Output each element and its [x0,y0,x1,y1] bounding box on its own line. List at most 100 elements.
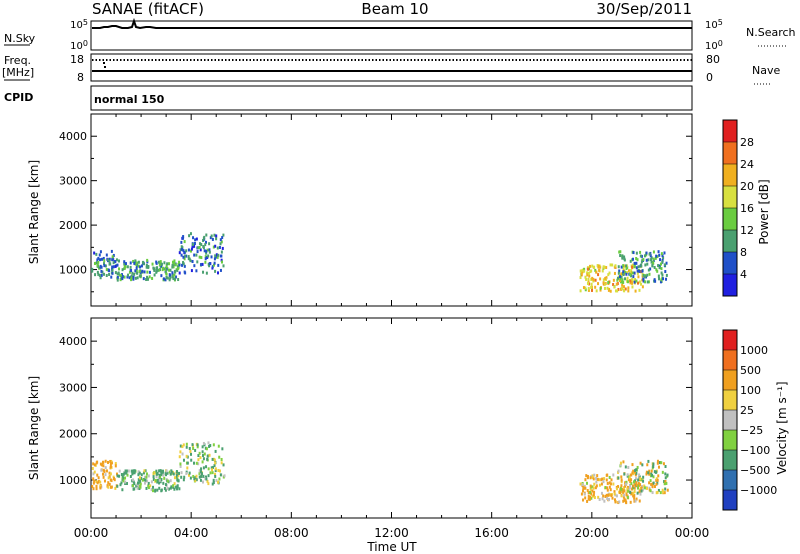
power-cell [654,256,657,260]
velocity-cell [617,469,620,473]
power-cell [218,245,221,249]
velocity-cell [586,476,589,480]
velocity-cell [628,476,631,480]
velocity-cell [201,445,204,449]
power-cell [191,243,194,247]
velocity-cell [582,498,585,502]
nsky-trace [92,17,692,30]
power-cell [587,287,590,291]
power-cell [214,244,217,248]
velocity-cell [114,462,117,466]
power-cell [624,270,627,274]
power-cell [93,251,96,255]
power-cell [640,282,643,286]
velocity-cell [614,500,617,504]
power-cell [630,278,633,282]
velocity-cell [195,461,198,465]
power-cell [663,263,666,267]
velocity-cell [164,488,167,492]
power-cell [108,259,111,263]
velocity-cell [200,474,203,478]
station-title: SANAE (fitACF) [92,0,204,18]
power-cell [135,262,138,266]
velocity-cell [91,485,94,489]
power-cell [622,288,625,292]
power-cell [586,266,589,270]
power-cell [662,277,665,281]
velocity-cell [162,473,165,477]
power-cell [173,277,176,281]
power-cell [612,278,615,282]
velocity-cell [663,480,666,484]
power-cell [104,264,107,268]
velocity-cell [168,470,171,474]
power-cell [145,265,148,269]
power-cell [208,248,211,252]
power-colorbar-segment [723,120,737,143]
velocity-cell [105,469,108,473]
power-cell [160,262,163,266]
velocity-cell [127,469,130,473]
power-cell [602,278,605,282]
power-cell [586,281,589,285]
power-cell [661,260,664,264]
power-cell [222,264,225,268]
velocity-cell [655,477,658,481]
power-cell [114,260,117,264]
velocity-cell [579,482,582,486]
power-cell [204,255,207,259]
power-cell [112,265,115,269]
velocity-cell [639,492,642,496]
velocity-cell [593,473,596,477]
power-cell [116,272,119,276]
power-cell [131,271,134,275]
power-cell [97,260,100,264]
velocity-cell [656,490,659,494]
power-cell [660,271,663,275]
velocity-cell [619,489,622,493]
velocity-cell [126,473,129,477]
power-cell [629,281,632,285]
power-cell [138,270,141,274]
power-cell [216,246,219,250]
power-cell [135,266,138,270]
power-cell [219,268,222,272]
velocity-cell [639,477,642,481]
power-colorbar-tick-label: 12 [740,224,754,237]
velocity-cell [152,477,155,481]
velocity-cell [202,474,205,478]
velocity-cell [620,494,623,498]
power-cell [633,271,636,275]
velocity-cell [109,462,112,466]
velocity-cell [125,482,128,486]
velocity-cell [195,478,198,482]
velocity-cell [95,484,98,488]
velocity-cell [212,443,215,447]
velocity-cell [600,482,603,486]
power-cell [604,276,607,280]
power-cell [130,276,133,280]
velocity-cell [137,478,140,482]
velocity-cell [170,485,173,489]
velocity-cell [604,486,607,490]
velocity-cell [194,448,197,452]
power-cell [634,289,637,293]
power-cell [133,261,136,265]
velocity-cell [152,489,155,493]
nsky-tick-bottom: 100 [70,39,88,52]
velocity-cell [625,493,628,497]
power-cell [593,265,596,269]
power-cell [215,237,218,241]
power-cell [140,264,143,268]
velocity-cell [594,486,597,490]
velocity-cell [626,495,629,499]
power-cell [207,262,210,266]
velocity-cell [199,470,202,474]
velocity-cell [622,499,625,503]
velocity-cell [625,480,628,484]
power-cell [626,276,629,280]
power-cell [638,280,641,284]
power-cell [158,268,161,272]
power-cell [663,251,666,255]
velocity-cell [618,491,621,495]
